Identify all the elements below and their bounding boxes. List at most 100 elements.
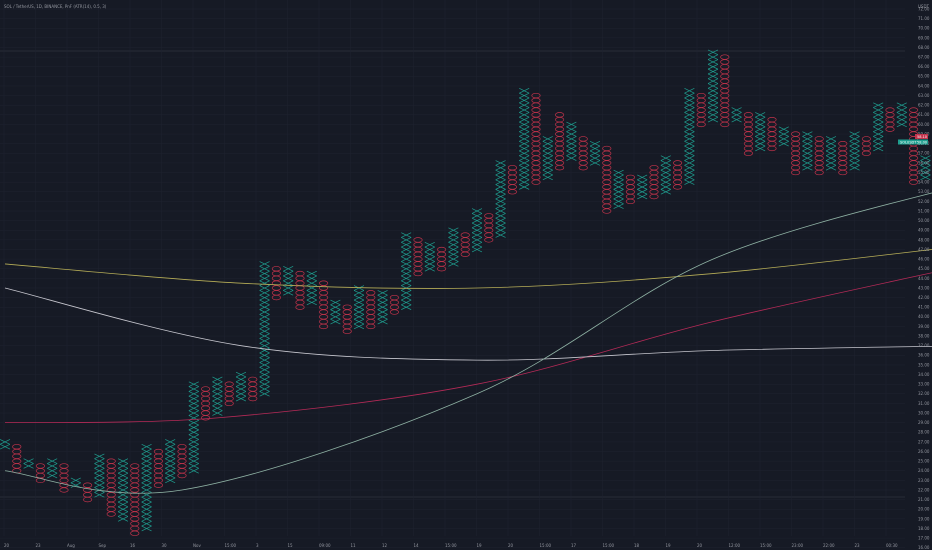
x-column — [283, 266, 294, 296]
o-box — [767, 116, 777, 123]
o-box — [909, 107, 919, 113]
y-tick-label: 20.00 — [918, 507, 930, 512]
x-box — [377, 290, 388, 296]
x-box — [707, 54, 719, 60]
x-box — [117, 516, 129, 522]
x-box — [519, 169, 530, 176]
price-axis[interactable]: 72.00 71.00 70.00 69.00 68.00 67.00 66.00 65.00… — [918, 6, 930, 550]
x-box — [707, 59, 719, 65]
x-box — [47, 458, 58, 464]
o-box — [201, 386, 211, 392]
o-column — [531, 92, 541, 185]
x-box — [873, 107, 884, 113]
o-column — [201, 386, 211, 421]
o-column — [484, 213, 494, 243]
x-box — [259, 290, 270, 296]
x-box — [401, 237, 412, 243]
x-box — [401, 251, 412, 258]
x-box — [542, 150, 553, 157]
x-box — [141, 511, 152, 517]
x-box — [259, 381, 270, 387]
x-box — [519, 92, 530, 99]
y-tick-label: 55.00 — [918, 170, 930, 175]
x-box — [495, 174, 506, 181]
x-box — [141, 496, 152, 503]
y-tick-label: 18.00 — [918, 526, 930, 531]
x-box — [283, 275, 294, 282]
x-column — [471, 208, 483, 253]
x-column — [566, 121, 577, 161]
x-box — [188, 405, 199, 411]
x-box — [589, 155, 601, 161]
x-box — [707, 112, 719, 118]
x-box — [755, 112, 766, 118]
x-box — [424, 261, 435, 267]
x-box — [259, 376, 270, 383]
y-tick-label: 50.00 — [918, 218, 930, 223]
x-box — [165, 477, 176, 484]
x-box — [471, 217, 483, 224]
x-tick-label: 19 — [666, 543, 672, 548]
x-box — [519, 107, 530, 113]
x-box — [495, 160, 506, 166]
x-box — [141, 516, 152, 522]
ma-line-teal — [4, 192, 932, 494]
y-tick-label: 51.00 — [918, 208, 930, 213]
x-tick-label: 19 — [477, 543, 483, 548]
x-box — [165, 472, 176, 479]
x-box — [259, 304, 270, 310]
x-box — [188, 419, 199, 426]
x-box — [448, 232, 459, 238]
x-box — [141, 525, 152, 532]
x-box — [188, 468, 199, 474]
x-tick-label: 20 — [697, 543, 703, 548]
x-box — [141, 506, 152, 512]
x-box — [259, 357, 270, 363]
x-box — [141, 453, 152, 460]
svg-text:58.10: 58.10 — [917, 135, 927, 139]
y-tick-label: 25.00 — [918, 459, 930, 464]
o-box — [248, 376, 258, 383]
o-column — [814, 136, 824, 176]
x-box — [141, 472, 152, 479]
y-tick-label: 65.00 — [918, 74, 930, 79]
x-box — [519, 131, 530, 137]
x-box — [259, 333, 270, 339]
x-box — [920, 160, 931, 166]
o-box — [271, 266, 281, 272]
x-box — [495, 198, 506, 205]
x-box — [306, 290, 317, 296]
x-box — [188, 410, 199, 416]
x-column — [707, 49, 719, 123]
x-box — [613, 184, 624, 190]
x-box — [519, 116, 530, 123]
o-column — [720, 54, 730, 128]
x-box — [212, 391, 223, 397]
x-box — [47, 472, 58, 479]
moving-averages — [4, 192, 932, 494]
x-box — [566, 121, 577, 128]
y-tick-label: 66.00 — [918, 64, 930, 69]
x-box — [684, 102, 695, 108]
x-box — [424, 251, 435, 258]
x-box — [259, 352, 270, 359]
x-column — [613, 169, 624, 209]
x-box — [259, 294, 270, 301]
y-tick-label: 67.00 — [918, 55, 930, 60]
x-box — [471, 246, 483, 253]
x-tick-label: 09:00 — [319, 543, 331, 548]
y-tick-label: 69.00 — [918, 35, 930, 40]
x-box — [377, 314, 388, 320]
x-box — [188, 453, 199, 460]
time-axis[interactable]: 20 23 Aug Sep 16 30 Nov 15:00 3 15 09:00 11 12 14 15:0… — [4, 543, 898, 548]
o-column — [696, 92, 706, 128]
x-box — [542, 165, 553, 171]
x-tick-label: 30 — [162, 543, 168, 548]
x-box — [519, 126, 530, 132]
x-box — [495, 193, 506, 200]
x-box — [165, 439, 176, 445]
x-box — [188, 434, 199, 440]
x-box — [141, 443, 152, 450]
x-box — [471, 213, 483, 219]
